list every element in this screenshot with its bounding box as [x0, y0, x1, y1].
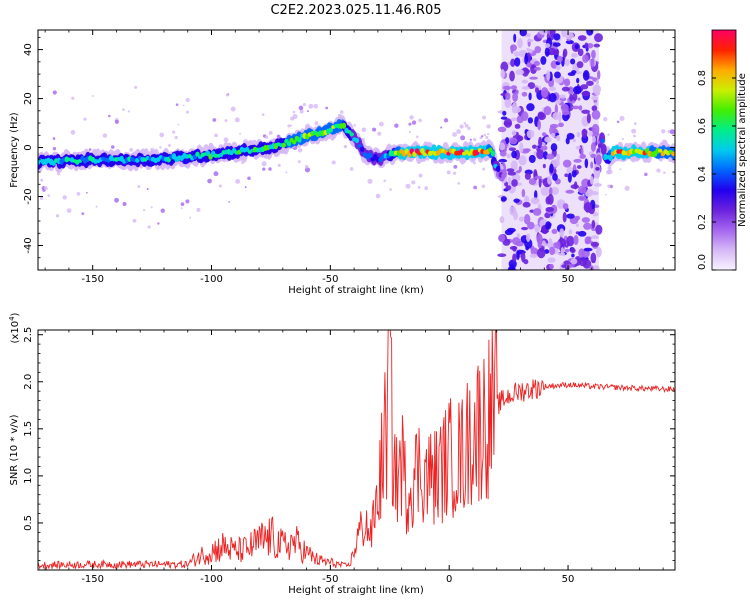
heatmap-y-tick-label: -20 [23, 188, 34, 204]
snr-plot-area [38, 330, 675, 570]
colorbar-tick-label: 0.8 [697, 70, 708, 86]
snr-x-tick-label: -50 [322, 574, 338, 585]
snr-x-tick-label: -100 [200, 574, 223, 585]
colorbar-tick-label: 0.4 [697, 166, 708, 182]
heatmap-y-tick-label: 40 [23, 43, 34, 56]
snr-y-tick-label: 2.0 [23, 374, 34, 390]
heatmap-x-axis: -150 -100 -50 0 50 [44, 30, 664, 285]
snr-series-line [38, 330, 675, 570]
snr-x-tick-label: -150 [81, 574, 104, 585]
heatmap-y-tick-label: 0 [23, 144, 34, 150]
snr-x-axis: -150 -100 -50 0 50 [44, 330, 664, 585]
heatmap-frame [37, 29, 676, 271]
snr-y-axis: 0.5 1.0 1.5 2.0 2.5 [23, 327, 675, 561]
snr-y-tick-label: 2.5 [23, 327, 34, 343]
heatmap-x-tick-label: 0 [446, 274, 452, 285]
colorbar-tick-label: 0.6 [697, 118, 708, 134]
colorbar-label: Normalized spectral amplitude [737, 73, 748, 227]
heatmap-x-label: Height of straight line (km) [288, 285, 424, 296]
heatmap-y-tick-label: 20 [23, 92, 34, 105]
snr-y-tick-label: 0.5 [23, 515, 34, 531]
heatmap-x-tick-label: -150 [81, 274, 104, 285]
colorbar-gradient [711, 29, 737, 271]
colorbar: 0.0 0.2 0.4 0.6 0.8 Normalized spectral ampl… [697, 29, 748, 271]
snr-y-tick-label: 1.5 [23, 421, 34, 437]
heatmap-y-axis: -40 -20 0 20 40 [23, 36, 675, 271]
snr-panel: -150 -100 -50 0 50 0.5 1.0 1.5 2.0 2.5 Height of… [8, 312, 676, 596]
heatmap-panel: -150 -100 -50 0 50 -40 -20 0 20 40 Height of str… [9, 29, 676, 296]
heatmap-ridge [38, 114, 675, 184]
heatmap-y-tick-label: -40 [23, 237, 34, 253]
heatmap-y-label: Frequency (Hz) [9, 112, 20, 188]
heatmap-speckles [38, 85, 675, 235]
heatmap-area [38, 30, 675, 270]
colorbar-ticks: 0.0 0.2 0.4 0.6 0.8 [697, 70, 736, 271]
heatmap-x-tick-label: -100 [200, 274, 223, 285]
snr-y-scale: (x104) [8, 312, 21, 343]
heatmap-x-tick-label: -50 [322, 274, 338, 285]
snr-x-tick-label: 0 [446, 574, 452, 585]
snr-y-tick-label: 1.0 [23, 468, 34, 484]
colorbar-tick-label: 0.0 [697, 254, 708, 270]
colorbar-tick-label: 0.2 [697, 214, 708, 230]
snr-x-label: Height of straight line (km) [288, 585, 424, 596]
snr-frame [37, 329, 676, 571]
heatmap-noise-band [497, 30, 603, 270]
snr-y-label: SNR (10 * v/v) [9, 414, 20, 485]
snr-x-tick-label: 50 [562, 574, 575, 585]
chart-title: C2E2.2023.025.11.46.R05 [270, 3, 441, 18]
heatmap-x-tick-label: 50 [562, 274, 575, 285]
